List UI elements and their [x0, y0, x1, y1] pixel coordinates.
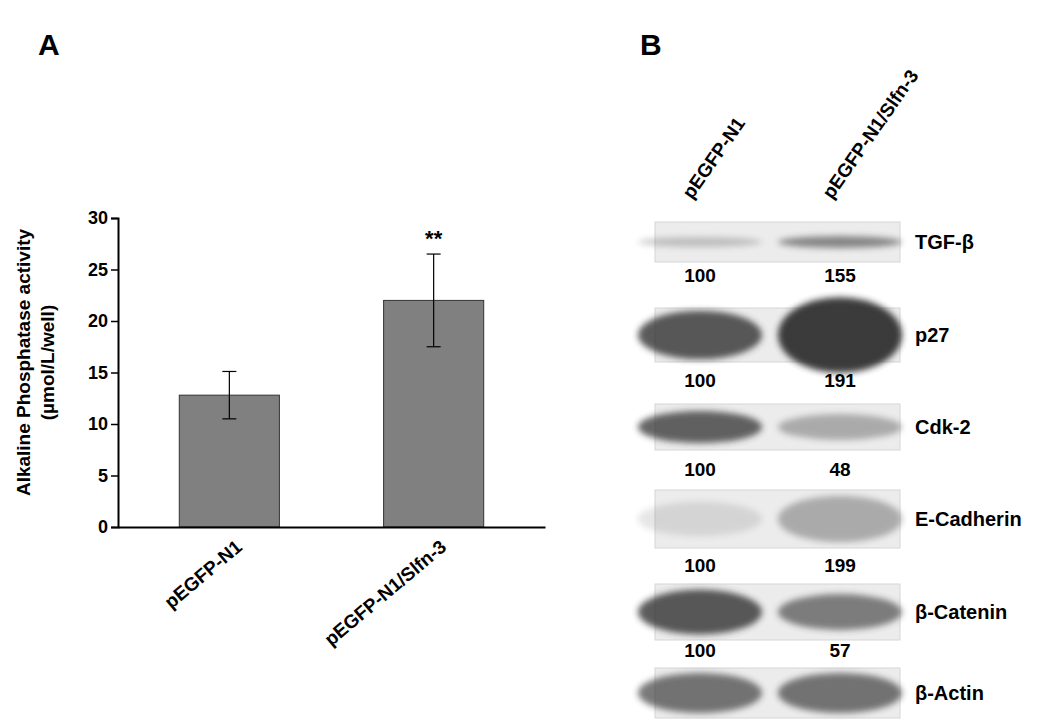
- tick: 25: [88, 260, 118, 280]
- band-value: 57: [829, 640, 850, 661]
- tick-label: 15: [88, 363, 108, 383]
- protein-label: E-Cadherin: [915, 508, 1022, 530]
- y-axis: 0 5 10 15 20 25 30: [88, 208, 119, 537]
- error-bar: [427, 254, 441, 347]
- blot-row: E-Cadherin 100 199: [638, 490, 1022, 576]
- error-cap: [222, 371, 236, 372]
- blot-row: β-Actin: [638, 668, 984, 718]
- tick-label: 5: [98, 466, 108, 486]
- tick-mark: [111, 372, 118, 374]
- blot-band: [638, 590, 762, 635]
- error-bar: [222, 371, 236, 418]
- panel-label: B: [640, 28, 662, 61]
- category-label: pEGFP-N1/Slfn-3: [320, 536, 450, 650]
- tick: 5: [98, 466, 118, 486]
- tick-mark: [111, 321, 118, 323]
- protein-label: TGF-β: [915, 231, 974, 253]
- lane-label: pEGFP-N1: [678, 113, 749, 202]
- blot-band: [638, 673, 762, 713]
- figure: A 0 5 10 15 20 25 30 Alkaline Phosphatase activi…: [0, 0, 1050, 727]
- blot-band: [638, 311, 762, 360]
- band-value: 48: [829, 459, 850, 480]
- band-value: 155: [824, 265, 856, 286]
- tick-mark: [111, 269, 118, 271]
- tick: 0: [98, 517, 118, 537]
- significance: **: [425, 226, 443, 251]
- protein-label: β-Catenin: [915, 601, 1007, 623]
- tick: 10: [88, 414, 118, 434]
- protein-label: Cdk-2: [915, 416, 971, 438]
- protein-label: p27: [915, 324, 949, 346]
- plot-area: [179, 254, 483, 527]
- blot-band: [778, 236, 902, 248]
- lane-label: pEGFP-N1/Slfn-3: [818, 66, 922, 203]
- blot-row: Cdk-2 100 48: [638, 404, 971, 480]
- blot-band: [778, 297, 902, 373]
- blot-band: [638, 237, 762, 247]
- band-value: 100: [684, 370, 716, 391]
- error-stem: [229, 371, 230, 418]
- band-value: 100: [684, 265, 716, 286]
- band-value: 100: [684, 459, 716, 480]
- band-value: 100: [684, 555, 716, 576]
- blot-band: [638, 502, 762, 537]
- tick-label: 10: [88, 414, 108, 434]
- tick-label: 25: [88, 260, 108, 280]
- y-axis-title: (µmol/L/well): [37, 305, 58, 420]
- error-stem: [433, 254, 434, 347]
- axis-line: [111, 219, 119, 528]
- protein-label: β-Actin: [915, 682, 984, 704]
- tick-label: 30: [88, 208, 108, 228]
- tick-mark: [111, 424, 118, 426]
- band-value: 199: [824, 555, 856, 576]
- blot-row: β-Catenin 100 57: [638, 584, 1007, 661]
- tick-mark: [111, 218, 118, 220]
- tick-mark: [111, 527, 118, 529]
- tick: 20: [88, 311, 118, 331]
- blot-band: [638, 411, 762, 443]
- blot-band: [778, 496, 902, 542]
- tick-label: 20: [88, 311, 108, 331]
- blot-band: [778, 673, 902, 713]
- error-cap: [222, 418, 236, 419]
- blot-band: [778, 594, 902, 630]
- tick: 15: [88, 363, 118, 383]
- tick: pEGFP-N1/Slfn-3: [320, 527, 450, 650]
- y-axis-title: Alkaline Phosphatase activity: [13, 228, 34, 496]
- error-cap: [427, 346, 441, 347]
- tick-label: 0: [98, 517, 108, 537]
- category-label: pEGFP-N1: [160, 536, 246, 613]
- tick: pEGFP-N1: [160, 527, 246, 612]
- band-value: 191: [824, 370, 856, 391]
- error-cap: [427, 253, 441, 254]
- blot-band: [778, 414, 902, 440]
- blot-row: TGF-β 100 155: [638, 222, 974, 286]
- tick-mark: [111, 475, 118, 477]
- tick: 30: [88, 208, 118, 228]
- blot-row: p27 100 191: [638, 297, 949, 391]
- axis-line: [119, 527, 546, 529]
- panel-label: A: [38, 28, 60, 61]
- x-axis: pEGFP-N1 pEGFP-N1/Slfn-3: [119, 527, 546, 650]
- band-value: 100: [684, 640, 716, 661]
